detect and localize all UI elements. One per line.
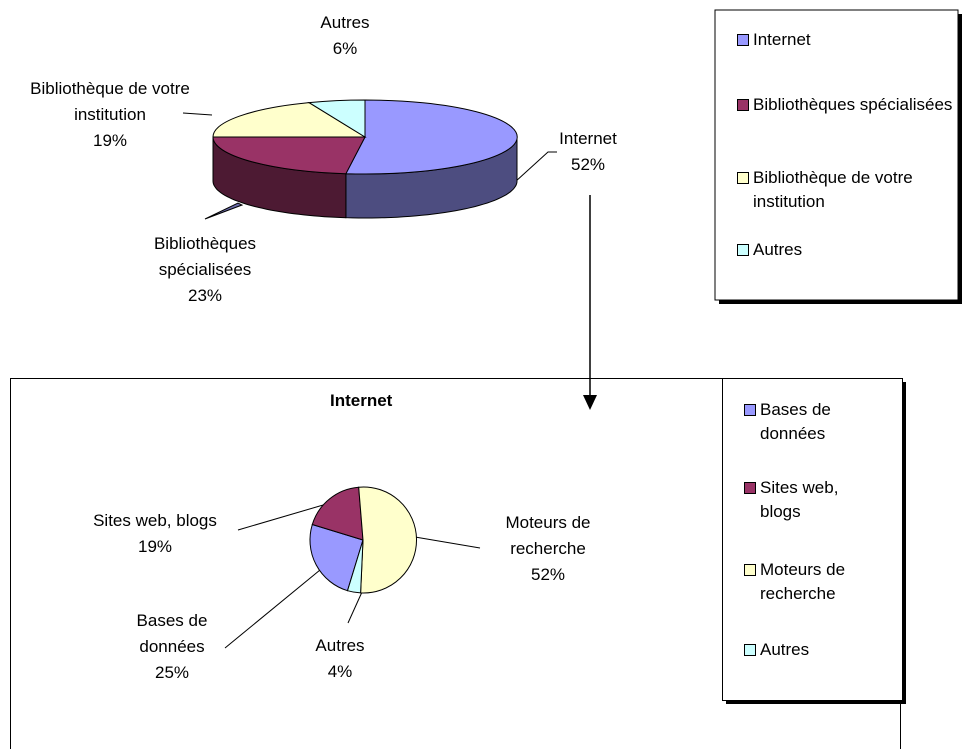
pie-slice — [309, 523, 364, 592]
legend-swatch — [737, 99, 749, 111]
slice-value: 19% — [137, 537, 173, 556]
pie-slice — [212, 102, 367, 138]
pie-slice — [358, 486, 417, 594]
pie-slice — [311, 486, 364, 541]
slice-value: 23% — [187, 286, 223, 305]
slice-value: 19% — [92, 131, 128, 150]
leader-line — [414, 536, 481, 549]
slice-name: Autres — [320, 13, 370, 32]
legend-label: Sites web, blogs — [760, 478, 839, 521]
data-label: Autres 6% — [305, 10, 385, 62]
leader-line — [204, 202, 244, 220]
pie-slice — [346, 539, 364, 594]
legend-label: Bases de données — [760, 400, 831, 443]
arrow-head — [583, 395, 597, 410]
slice-name: Moteurs de recherche — [505, 513, 591, 558]
slice-value: 25% — [154, 663, 190, 682]
leader-line — [224, 569, 321, 649]
slice-name: Sites web, blogs — [93, 511, 217, 530]
data-label: Sites web, blogs 19% — [65, 508, 245, 560]
legend-label: Moteurs de recherche — [760, 560, 846, 603]
legend-swatch — [744, 404, 756, 416]
legend-label: Bibliothèque de votre institution — [753, 168, 913, 211]
legend-swatch — [744, 482, 756, 494]
leader-line — [514, 151, 557, 183]
chart-title: Internet — [330, 391, 393, 410]
legend-swatch — [737, 244, 749, 256]
legend-swatch — [737, 172, 749, 184]
pie-slice — [212, 136, 366, 175]
slice-name: Autres — [315, 636, 365, 655]
data-label: Bibliothèque de votre institution 19% — [30, 76, 190, 154]
slice-name: Bibliothèque de votre institution — [30, 79, 190, 124]
legend-swatch — [737, 34, 749, 46]
slice-value: 4% — [327, 662, 353, 681]
leader-line — [237, 502, 331, 531]
legend-label: Internet — [753, 30, 811, 49]
data-label: Autres 4% — [300, 633, 380, 685]
legend-label: Autres — [760, 640, 810, 659]
legend-label: Autres — [753, 240, 803, 259]
slice-value: 52% — [530, 565, 566, 584]
data-label: Bases de données 25% — [117, 608, 227, 686]
legend-box — [714, 9, 959, 301]
leader-line — [347, 591, 363, 624]
slice-value: 52% — [570, 155, 606, 174]
pie-slice — [307, 99, 366, 138]
legend-swatch — [744, 644, 756, 656]
legend-swatch — [744, 564, 756, 576]
data-label: Bibliothèques spécialisées 23% — [135, 231, 275, 309]
legend-label: Bibliothèques spécialisées — [753, 95, 953, 114]
data-label: Internet 52% — [528, 126, 648, 178]
slice-name: Internet — [559, 129, 617, 148]
leader-line — [182, 112, 213, 116]
slice-value: 6% — [332, 39, 358, 58]
pie-slice — [345, 99, 518, 175]
data-label: Moteurs de recherche 52% — [488, 510, 608, 588]
slice-name: Bases de données — [136, 611, 208, 656]
slice-name: Bibliothèques spécialisées — [153, 234, 257, 279]
